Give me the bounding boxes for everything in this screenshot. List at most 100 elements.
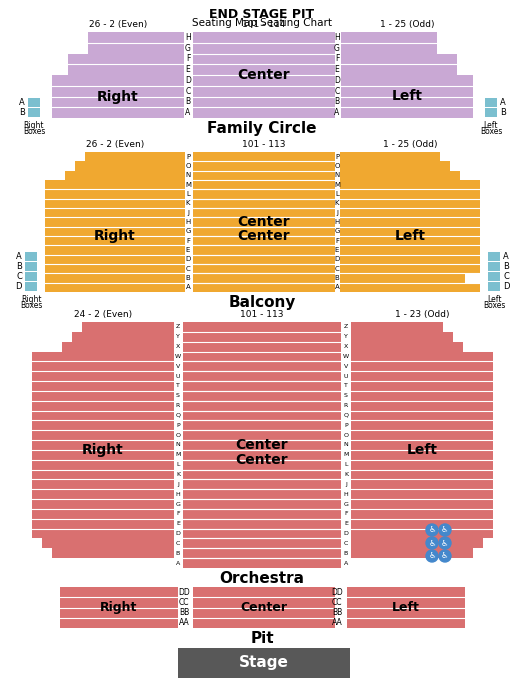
Text: ♿: ♿ [428,526,436,535]
Text: U: U [344,374,348,379]
Text: 26 - 2 (Even): 26 - 2 (Even) [86,140,144,149]
Circle shape [439,537,451,549]
FancyBboxPatch shape [25,282,37,291]
FancyBboxPatch shape [68,53,184,75]
FancyBboxPatch shape [183,322,341,568]
Text: 101 - 113: 101 - 113 [242,140,286,149]
FancyBboxPatch shape [88,32,184,53]
Text: H: H [334,33,340,42]
Text: L: L [335,191,339,197]
Text: A: A [16,252,22,261]
Text: Stage: Stage [239,655,289,671]
Text: N: N [334,172,340,178]
Text: F: F [335,55,339,64]
Text: Orchestra: Orchestra [219,571,304,586]
Text: F: F [176,512,180,517]
Text: H: H [344,491,349,497]
FancyBboxPatch shape [200,161,330,171]
FancyBboxPatch shape [465,273,480,283]
Text: Pit: Pit [250,631,274,646]
FancyBboxPatch shape [351,548,473,558]
Text: Center: Center [238,68,290,82]
Text: U: U [176,374,180,379]
FancyBboxPatch shape [85,152,185,161]
Text: Z: Z [176,324,180,330]
FancyBboxPatch shape [28,98,40,107]
Text: W: W [175,354,181,359]
Text: E: E [176,522,180,526]
FancyBboxPatch shape [52,75,184,118]
Text: Right: Right [100,601,138,614]
FancyBboxPatch shape [351,351,493,538]
FancyBboxPatch shape [32,351,174,538]
Text: D: D [175,531,181,536]
Text: BB: BB [179,608,189,617]
FancyBboxPatch shape [347,587,465,628]
Text: X: X [344,344,348,349]
Text: K: K [176,472,180,477]
FancyBboxPatch shape [193,152,335,292]
FancyBboxPatch shape [351,538,483,548]
Text: T: T [176,384,180,388]
Text: Left: Left [392,601,420,614]
Text: AA: AA [332,618,342,627]
Text: A: A [334,108,340,117]
FancyBboxPatch shape [340,161,450,171]
Text: 24 - 2 (Even): 24 - 2 (Even) [74,310,132,319]
FancyBboxPatch shape [45,180,185,292]
Text: 26 - 2 (Even): 26 - 2 (Even) [89,20,147,29]
Text: G: G [185,43,191,52]
Text: Q: Q [175,413,181,418]
Text: H: H [185,219,191,225]
Text: L: L [176,462,180,467]
Text: D: D [185,256,191,262]
Text: E: E [186,65,191,74]
Text: H: H [176,491,181,497]
Text: Center: Center [238,215,290,229]
Text: B: B [185,97,191,106]
Text: S: S [344,393,348,398]
Text: END STAGE PIT: END STAGE PIT [209,8,314,21]
FancyBboxPatch shape [210,152,328,161]
Text: N: N [185,172,191,178]
Text: ♿: ♿ [441,526,449,535]
Text: N: N [176,442,181,447]
Text: A: A [334,284,339,290]
Text: Boxes: Boxes [20,301,42,310]
Text: E: E [335,247,339,253]
Text: K: K [335,200,339,206]
Text: A: A [503,252,509,261]
Text: G: G [334,43,340,52]
Text: H: H [334,219,340,225]
Circle shape [439,550,451,562]
Text: D: D [16,282,22,291]
Text: P: P [344,423,348,428]
Text: O: O [343,433,349,438]
Text: R: R [176,403,180,408]
Text: L: L [186,191,190,197]
Text: B: B [176,551,180,556]
FancyBboxPatch shape [351,332,453,342]
Text: B: B [334,275,339,281]
Text: 1 - 23 (Odd): 1 - 23 (Odd) [395,310,449,319]
Text: B: B [186,275,191,281]
Text: F: F [344,512,348,517]
FancyBboxPatch shape [485,108,497,117]
Text: Z: Z [344,324,348,330]
Text: A: A [500,98,506,107]
Text: E: E [344,522,348,526]
FancyBboxPatch shape [183,351,341,568]
Text: K: K [344,472,348,477]
Text: ♿: ♿ [441,552,449,561]
Text: O: O [185,163,191,169]
Text: Y: Y [344,335,348,339]
Text: A: A [19,98,25,107]
Text: Y: Y [176,335,180,339]
FancyBboxPatch shape [42,538,174,548]
FancyBboxPatch shape [351,342,463,351]
FancyBboxPatch shape [62,342,174,351]
Text: J: J [187,210,189,216]
Text: J: J [177,482,179,487]
Text: Center: Center [236,438,288,452]
Text: J: J [336,210,338,216]
